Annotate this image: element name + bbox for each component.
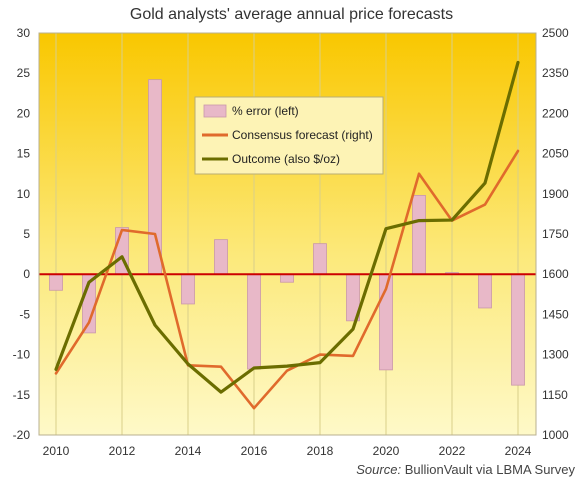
y-left-tick-10: 10 xyxy=(17,187,31,201)
bar-2021 xyxy=(412,195,426,275)
x-tick-2018: 2018 xyxy=(307,444,334,458)
y-right-tick-2350: 2350 xyxy=(542,66,569,80)
y-right-tick-1450: 1450 xyxy=(542,307,569,321)
legend: % error (left) Consensus forecast (right)… xyxy=(194,96,384,175)
bar-2014 xyxy=(181,273,195,305)
bar-2024 xyxy=(511,273,525,386)
series-line-1 xyxy=(54,60,520,394)
y-left-tick-25: 25 xyxy=(17,66,31,80)
y-right-tick-1150: 1150 xyxy=(542,388,568,402)
y-left-tick-15: 15 xyxy=(17,147,31,161)
source-note: Source: BullionVault via LBMA Survey xyxy=(356,462,575,477)
bar-2015 xyxy=(214,239,228,275)
y-right-tick-1000: 1000 xyxy=(542,428,569,442)
y-right-tick-1900: 1900 xyxy=(542,187,569,201)
y-left-tick-0: 0 xyxy=(23,267,30,281)
y-left-tick--10: -10 xyxy=(13,348,31,362)
source-text: BullionVault via LBMA Survey xyxy=(404,462,575,477)
y-left-tick--20: -20 xyxy=(13,428,31,442)
y-right-tick-2050: 2050 xyxy=(542,147,569,161)
y-left-tick--15: -15 xyxy=(13,388,31,402)
y-left-tick-20: 20 xyxy=(17,106,31,120)
y-right-tick-1750: 1750 xyxy=(542,227,569,241)
x-tick-2010: 2010 xyxy=(43,444,70,458)
x-tick-2024: 2024 xyxy=(505,444,532,458)
x-tick-2016: 2016 xyxy=(241,444,268,458)
bar-2018 xyxy=(313,243,327,275)
x-tick-2022: 2022 xyxy=(439,444,466,458)
y-right-tick-2500: 2500 xyxy=(542,26,569,40)
bar-2010 xyxy=(49,273,63,291)
x-tick-2012: 2012 xyxy=(109,444,136,458)
plot-frame xyxy=(38,32,537,436)
y-right-tick-2200: 2200 xyxy=(542,106,569,120)
chart-title: Gold analysts' average annual price fore… xyxy=(129,6,454,23)
axis-layer: -20 -15 -10 -5 0 5 10 15 20 25 30 1000 1150 1300 1450 1… xyxy=(13,26,569,458)
source-label: Source: xyxy=(356,462,402,477)
legend-label-0: % error (left) xyxy=(232,104,299,118)
legend-label-1: Consensus forecast (right) xyxy=(232,128,373,142)
series-line-0 xyxy=(54,149,520,410)
bar-2016 xyxy=(247,273,261,370)
legend-label-2: Outcome (also $/oz) xyxy=(232,152,340,166)
x-tick-2014: 2014 xyxy=(175,444,202,458)
x-tick-2020: 2020 xyxy=(373,444,400,458)
plot-background xyxy=(39,33,536,435)
line-layer xyxy=(54,60,520,410)
y-right-tick-1300: 1300 xyxy=(542,348,569,362)
y-left-tick-5: 5 xyxy=(23,227,30,241)
bar-2013 xyxy=(148,79,162,275)
bar-2023 xyxy=(478,273,492,309)
y-right-tick-1600: 1600 xyxy=(542,267,569,281)
y-left-tick-30: 30 xyxy=(17,26,31,40)
bar-2017 xyxy=(280,273,294,283)
y-left-tick--5: -5 xyxy=(19,307,30,321)
legend-swatch-0 xyxy=(203,104,227,118)
